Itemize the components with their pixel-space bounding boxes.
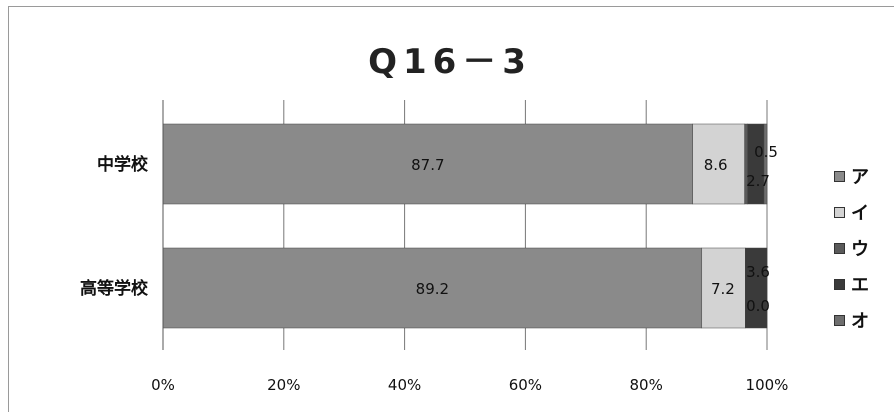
bar-segment-エ [747, 123, 765, 205]
category-label: 中学校 [97, 154, 149, 175]
legend: アイウエオ [834, 158, 869, 338]
bar-segment-ア [162, 123, 693, 205]
data-label: 7.2 [711, 280, 735, 298]
x-tick-label: 20% [267, 376, 300, 394]
chart-title: Q16－3 [368, 42, 532, 82]
bar-segment-エ [745, 247, 768, 329]
x-tick-label: 80% [630, 376, 663, 394]
data-label: 87.7 [411, 156, 444, 174]
category-label: 高等学校 [80, 278, 149, 299]
bar-segment-オ [763, 123, 768, 205]
x-tick-label: 60% [509, 376, 542, 394]
legend-label: ア [851, 167, 869, 188]
bar-segment-ウ [744, 123, 748, 205]
x-tick-label: 100% [746, 376, 789, 394]
legend-swatch [834, 314, 845, 326]
legend-swatch [834, 170, 845, 182]
bar-segment-イ [701, 247, 746, 329]
legend-label: エ [851, 275, 869, 296]
legend-swatch [834, 206, 845, 218]
legend-swatch [834, 242, 845, 254]
data-label: 0.0 [746, 297, 770, 315]
legend-item: ウ [834, 230, 869, 266]
legend-item: オ [834, 302, 869, 338]
legend-item: イ [834, 194, 869, 230]
data-label: 3.6 [746, 263, 770, 281]
legend-item: ア [834, 158, 869, 194]
data-label: 8.6 [704, 156, 728, 174]
x-tick-label: 0% [151, 376, 175, 394]
bar-segment-ア [162, 247, 703, 329]
legend-label: ウ [851, 239, 869, 260]
legend-label: オ [851, 311, 869, 332]
chart-frame [8, 6, 894, 412]
legend-swatch [834, 278, 845, 290]
data-label: 0.5 [754, 143, 778, 161]
x-tick-label: 40% [388, 376, 421, 394]
data-label: 2.7 [746, 172, 770, 190]
legend-label: イ [851, 203, 869, 224]
data-label: 89.2 [416, 280, 449, 298]
legend-item: エ [834, 266, 869, 302]
